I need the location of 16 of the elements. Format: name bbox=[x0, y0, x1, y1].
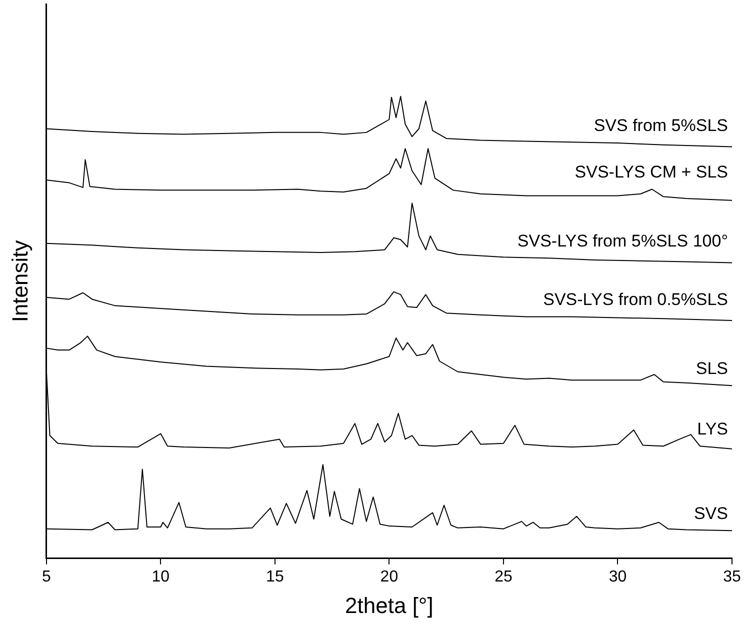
x-tick-label: 30 bbox=[608, 568, 627, 586]
x-tick-label: 5 bbox=[42, 568, 51, 586]
x-tick-label: 20 bbox=[380, 568, 398, 586]
series-label: SLS bbox=[696, 358, 728, 378]
series-label: SVS-LYS from 0.5%SLS bbox=[543, 290, 728, 309]
series-label: LYS bbox=[697, 419, 728, 438]
series-label: SVS-LYS CM + SLS bbox=[574, 162, 728, 182]
x-axis-title: 2theta [°] bbox=[345, 592, 434, 618]
x-tick-label: 10 bbox=[152, 568, 170, 586]
x-tick-label: 25 bbox=[494, 568, 512, 586]
y-axis-title: Intensity bbox=[7, 240, 32, 322]
series-label: SVS from 5%SLS bbox=[594, 116, 728, 136]
series-label: SVS-LYS from 5%SLS 100° bbox=[517, 231, 728, 250]
x-tick-label: 15 bbox=[266, 568, 284, 586]
series-label: SVS bbox=[694, 504, 728, 523]
x-tick-label: 35 bbox=[723, 568, 741, 586]
